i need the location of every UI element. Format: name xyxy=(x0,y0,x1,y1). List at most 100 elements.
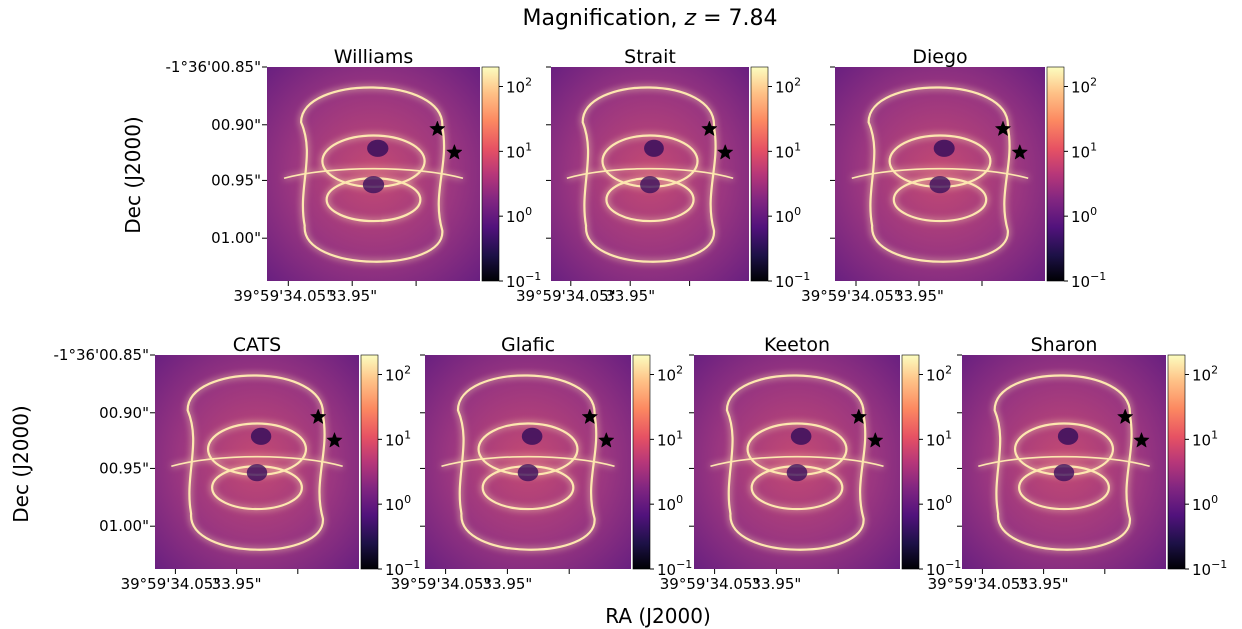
panel-title: Strait xyxy=(624,46,676,68)
x-tick-label: 39°59'34.05" xyxy=(233,287,333,305)
colorbar-tick-label: 101 xyxy=(1192,428,1218,449)
colorbar xyxy=(632,354,651,570)
y-tick-label: -1°36'00.85" xyxy=(53,346,149,364)
colorbar-tick-label: 10−1 xyxy=(657,558,692,579)
colorbar-tick-label: 10−1 xyxy=(1192,558,1227,579)
colorbar xyxy=(1167,354,1186,570)
x-tick-label: 39°59'34.05" xyxy=(391,575,491,593)
star-marker xyxy=(581,408,599,425)
panel-keeton: 102 101 100 10−1 Keeton 39°59'34.05"33.95" xyxy=(660,334,962,593)
star-marker xyxy=(598,431,615,448)
x-tick-label: 39°59'34.05" xyxy=(660,575,760,593)
colorbar xyxy=(901,354,920,570)
x-tick-label: 39°59'34.05" xyxy=(928,575,1028,593)
colorbar xyxy=(360,354,379,570)
colorbar-tick-label: 101 xyxy=(1071,140,1097,161)
dark-core xyxy=(929,176,951,194)
y-tick-label: -1°36'00.85" xyxy=(165,58,261,76)
colorbar-tick-label: 101 xyxy=(926,428,952,449)
star-marker xyxy=(701,120,718,137)
critical-curves xyxy=(710,374,884,551)
colorbar-tick-label: 100 xyxy=(1071,205,1097,226)
y-tick-label: 01.00" xyxy=(211,229,261,247)
star-marker xyxy=(446,143,463,160)
colorbar-tick-label: 10−1 xyxy=(1071,270,1106,291)
y-tick-label: 00.95" xyxy=(99,459,149,477)
colorbar-tick-label: 100 xyxy=(1192,493,1218,514)
star-marker xyxy=(1011,143,1029,160)
colorbar-tick-label: 10−1 xyxy=(775,270,810,291)
star-marker xyxy=(429,120,446,137)
dark-core xyxy=(246,464,268,482)
dark-core xyxy=(640,176,660,194)
x-tick-label: 39°59'34.05" xyxy=(121,575,221,593)
colorbar-tick-label: 101 xyxy=(385,428,411,449)
x-tick-label: 33.95" xyxy=(482,575,532,593)
star-marker xyxy=(867,431,884,448)
x-tick-label: 33.95" xyxy=(605,287,655,305)
dark-core xyxy=(786,464,808,482)
colorbar-tick-label: 102 xyxy=(926,364,952,385)
colorbar-tick-label: 101 xyxy=(657,428,683,449)
dark-core xyxy=(367,139,389,157)
panel-title: Sharon xyxy=(1031,334,1098,356)
x-tick-label: 33.95" xyxy=(751,575,801,593)
panel-williams: 102 101 100 10−1 Williams 39°59'34.05"33.95" -… xyxy=(165,46,541,305)
x-tick-label: 33.95" xyxy=(894,287,944,305)
panel-diego: 102 101 100 10−1 Diego 39°59'34.05"33.95" xyxy=(801,46,1106,305)
colorbar-tick-label: 102 xyxy=(657,364,683,385)
panel-glafic: 102 101 100 10−1 Glafic 39°59'34.05"33.95" xyxy=(391,334,693,593)
dark-core xyxy=(362,176,385,194)
dark-core xyxy=(1057,427,1079,445)
dark-core xyxy=(521,427,543,445)
colorbar-tick-label: 10−1 xyxy=(506,270,541,291)
dark-core xyxy=(250,427,272,445)
panel-title: CATS xyxy=(233,334,281,356)
panel-title: Williams xyxy=(334,46,414,68)
panel-title: Diego xyxy=(912,46,967,68)
star-marker xyxy=(1133,431,1150,448)
y-tick-label: 00.95" xyxy=(211,171,261,189)
colorbar-tick-label: 100 xyxy=(926,493,952,514)
star-marker xyxy=(716,143,734,160)
y-axis-label-bottom: Dec (J2000) xyxy=(9,405,33,522)
y-tick-label: 00.90" xyxy=(99,404,149,422)
dark-core xyxy=(644,139,664,157)
dark-core xyxy=(517,464,539,482)
colorbar-tick-label: 102 xyxy=(1192,364,1218,385)
panel-sharon: 102 101 100 10−1 Sharon 39°59'34.05"33.95" xyxy=(928,334,1228,593)
panels-group: 10210110010−1Williams39°59'34.05"33.95"-… xyxy=(53,46,1227,593)
colorbar-tick-label: 10−1 xyxy=(926,558,961,579)
dark-core xyxy=(933,139,955,157)
dark-core xyxy=(790,427,812,445)
colorbar-tick-label: 102 xyxy=(506,76,532,97)
colorbar-tick-label: 100 xyxy=(775,205,801,226)
panel-title: Keeton xyxy=(764,334,830,356)
colorbar xyxy=(750,66,769,282)
panel-strait: 102 101 100 10−1 Strait 39°59'34.05"33.95" xyxy=(516,46,810,305)
colorbar-tick-label: 102 xyxy=(775,76,801,97)
colorbar-tick-label: 102 xyxy=(1071,76,1097,97)
colorbar-tick-label: 100 xyxy=(506,205,532,226)
panel-title: Glafic xyxy=(501,334,555,356)
star-marker xyxy=(1116,408,1134,425)
colorbar-tick-label: 101 xyxy=(775,140,801,161)
dark-core xyxy=(1053,464,1075,482)
figure-title: Magnification, z = 7.84 xyxy=(522,6,777,31)
star-marker xyxy=(850,408,868,425)
x-tick-label: 33.95" xyxy=(1019,575,1069,593)
colorbar-tick-label: 100 xyxy=(657,493,683,514)
x-tick-label: 39°59'34.05" xyxy=(801,287,901,305)
x-tick-label: 33.95" xyxy=(212,575,262,593)
y-axis-label-top: Dec (J2000) xyxy=(121,116,145,233)
colorbar-tick-label: 102 xyxy=(385,364,411,385)
star-marker xyxy=(326,431,343,448)
x-tick-label: 39°59'34.05" xyxy=(516,287,616,305)
colorbar xyxy=(1046,66,1065,282)
star-marker xyxy=(309,408,327,425)
colorbar xyxy=(481,66,500,282)
panel-cats: 102 101 100 10−1 CATS 39°59'34.05"33.95" -1°36… xyxy=(53,334,420,593)
colorbar-tick-label: 10−1 xyxy=(385,558,420,579)
colorbar-tick-label: 100 xyxy=(385,493,411,514)
